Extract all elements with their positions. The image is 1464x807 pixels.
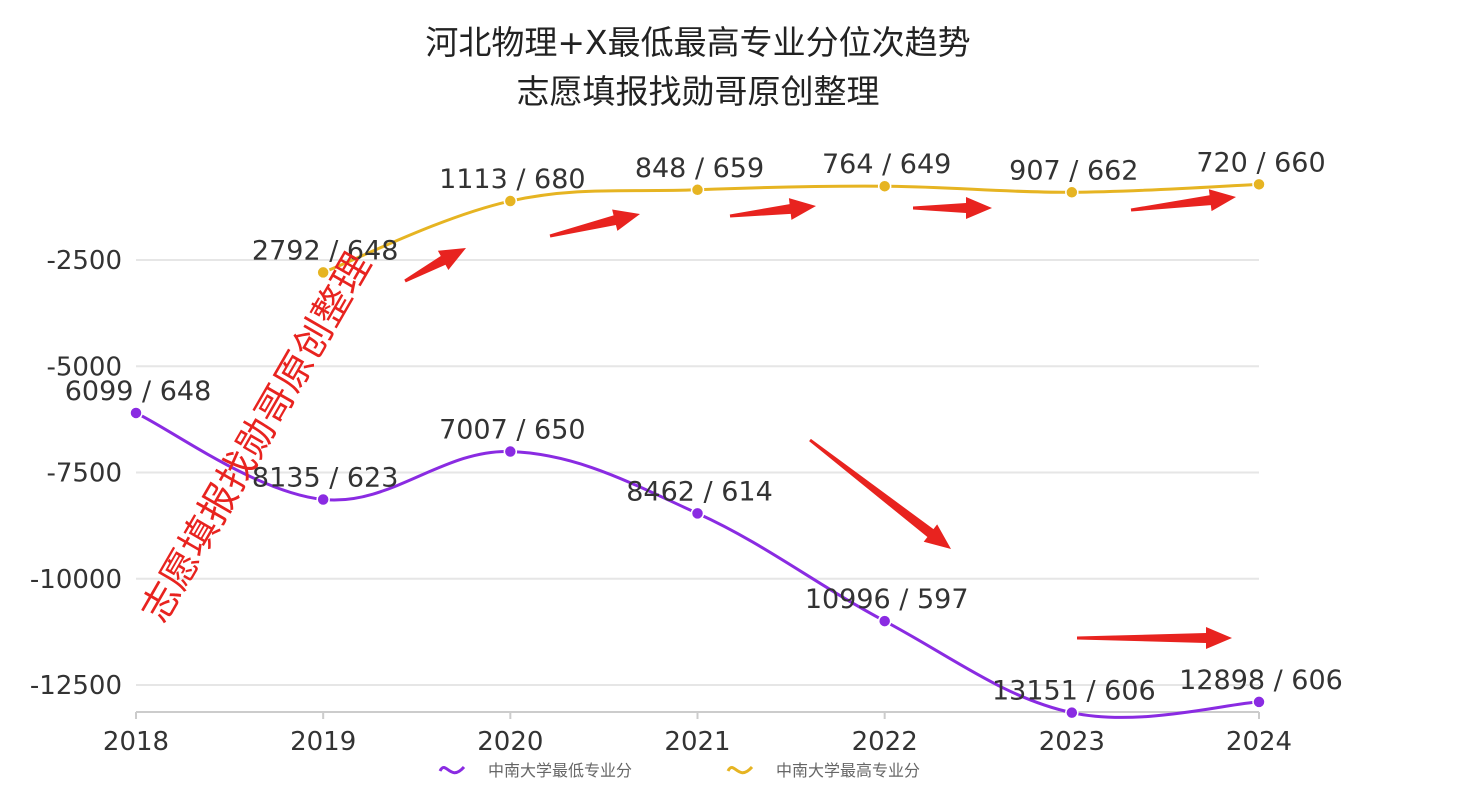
data-point[interactable] [690, 506, 705, 521]
y-tick-label: -12500 [30, 671, 122, 701]
x-axis: 2018 2019 2020 2021 2022 2023 2024 [103, 711, 1292, 757]
annotation-arrows [404, 189, 1236, 649]
data-point[interactable] [129, 406, 143, 420]
data-point[interactable] [690, 183, 705, 197]
data-point[interactable] [316, 492, 330, 507]
y-tick-label: -10000 [30, 565, 122, 595]
x-tick-label: 2023 [1039, 727, 1105, 757]
legend-swatch [726, 765, 754, 775]
data-label: 10996 / 597 [805, 584, 969, 615]
legend-item[interactable]: 中南大学最高专业分 [726, 761, 920, 780]
data-label: 907 / 662 [1009, 155, 1138, 186]
watermark-text: 志愿填报找勋哥原创整理 [133, 245, 380, 629]
trend-arrow [1077, 627, 1232, 649]
data-point[interactable] [503, 444, 518, 459]
x-tick-label: 2019 [290, 727, 356, 757]
x-tick-label: 2021 [664, 727, 730, 757]
data-label: 12898 / 606 [1179, 665, 1343, 696]
data-label: 764 / 649 [822, 149, 951, 180]
data-label: 1113 / 680 [439, 164, 586, 195]
x-tick-label: 2018 [103, 727, 169, 757]
data-label: 7007 / 650 [439, 415, 586, 446]
legend-item[interactable]: 中南大学最低专业分 [438, 761, 632, 780]
data-point[interactable] [1065, 185, 1079, 200]
series-line [322, 182, 1260, 274]
trend-arrow [549, 209, 640, 238]
y-tick-label: -7500 [46, 459, 122, 489]
data-point[interactable] [1065, 705, 1079, 720]
data-point[interactable] [877, 614, 892, 628]
x-tick-label: 2024 [1226, 727, 1292, 757]
trend-arrow [1130, 189, 1236, 212]
data-label: 13151 / 606 [992, 676, 1156, 707]
data-label: 2792 / 648 [252, 235, 399, 266]
data-point[interactable] [316, 265, 330, 280]
data-point[interactable] [1252, 177, 1266, 192]
chart-title: 河北物理+X最低最高专业分位次趋势 [425, 23, 970, 62]
y-tick-label: -5000 [46, 352, 122, 382]
data-label-layer: 6099 / 648 8135 / 623 7007 / 650 8462 / 614… [65, 147, 1343, 706]
data-label: 6099 / 648 [65, 376, 212, 407]
trend-arrow [913, 197, 992, 219]
data-label: 8135 / 623 [252, 462, 399, 493]
x-tick-label: 2020 [477, 727, 543, 757]
gridlines [136, 259, 1259, 686]
data-label: 848 / 659 [635, 153, 764, 184]
legend-swatch [438, 765, 466, 775]
trend-arrow [809, 438, 951, 549]
x-tick-label: 2022 [852, 727, 918, 757]
y-tick-label: -2500 [46, 246, 122, 276]
y-axis: -2500 -5000 -7500 -10000 -12500 [30, 246, 122, 701]
series-layer [129, 177, 1266, 720]
chart-subtitle: 志愿填报找勋哥原创整理 [517, 72, 880, 111]
data-point[interactable] [877, 179, 892, 193]
series-line [135, 411, 1260, 719]
data-label: 720 / 660 [1196, 147, 1325, 178]
data-label: 8462 / 614 [626, 476, 773, 507]
legend[interactable]: 中南大学最低专业分 中南大学最高专业分 [438, 761, 920, 780]
data-point[interactable] [1252, 695, 1266, 709]
trend-arrow [729, 198, 816, 220]
data-point[interactable] [503, 194, 518, 208]
legend-label: 中南大学最高专业分 [776, 761, 920, 780]
trend-arrow [404, 248, 466, 283]
legend-label: 中南大学最低专业分 [488, 761, 632, 780]
